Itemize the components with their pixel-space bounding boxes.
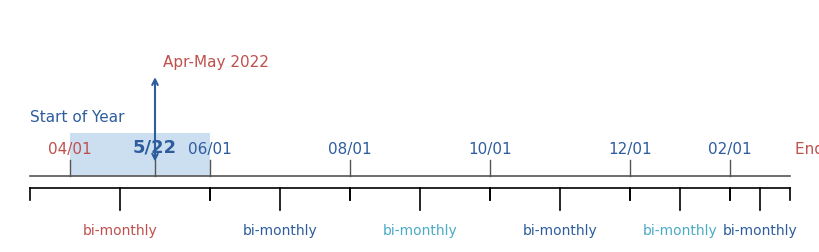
Text: bi-monthly: bi-monthly	[83, 224, 157, 238]
Text: 12/01: 12/01	[608, 142, 651, 156]
Text: bi-monthly: bi-monthly	[242, 224, 317, 238]
Text: 02/01: 02/01	[708, 142, 751, 156]
Text: bi-monthly: bi-monthly	[722, 224, 796, 238]
Text: Apr-May 2022: Apr-May 2022	[163, 55, 269, 71]
Text: 10/01: 10/01	[468, 142, 511, 156]
Text: 06/01: 06/01	[188, 142, 232, 156]
Text: 08/01: 08/01	[328, 142, 371, 156]
Text: 04/01: 04/01	[48, 142, 92, 156]
Text: Start of Year: Start of Year	[30, 110, 124, 125]
Text: bi-monthly: bi-monthly	[642, 224, 717, 238]
Text: End of Year: End of Year	[794, 142, 819, 156]
Text: bi-monthly: bi-monthly	[522, 224, 597, 238]
Text: 5/22: 5/22	[133, 139, 177, 156]
Text: bi-monthly: bi-monthly	[382, 224, 457, 238]
Bar	[70, 133, 210, 176]
